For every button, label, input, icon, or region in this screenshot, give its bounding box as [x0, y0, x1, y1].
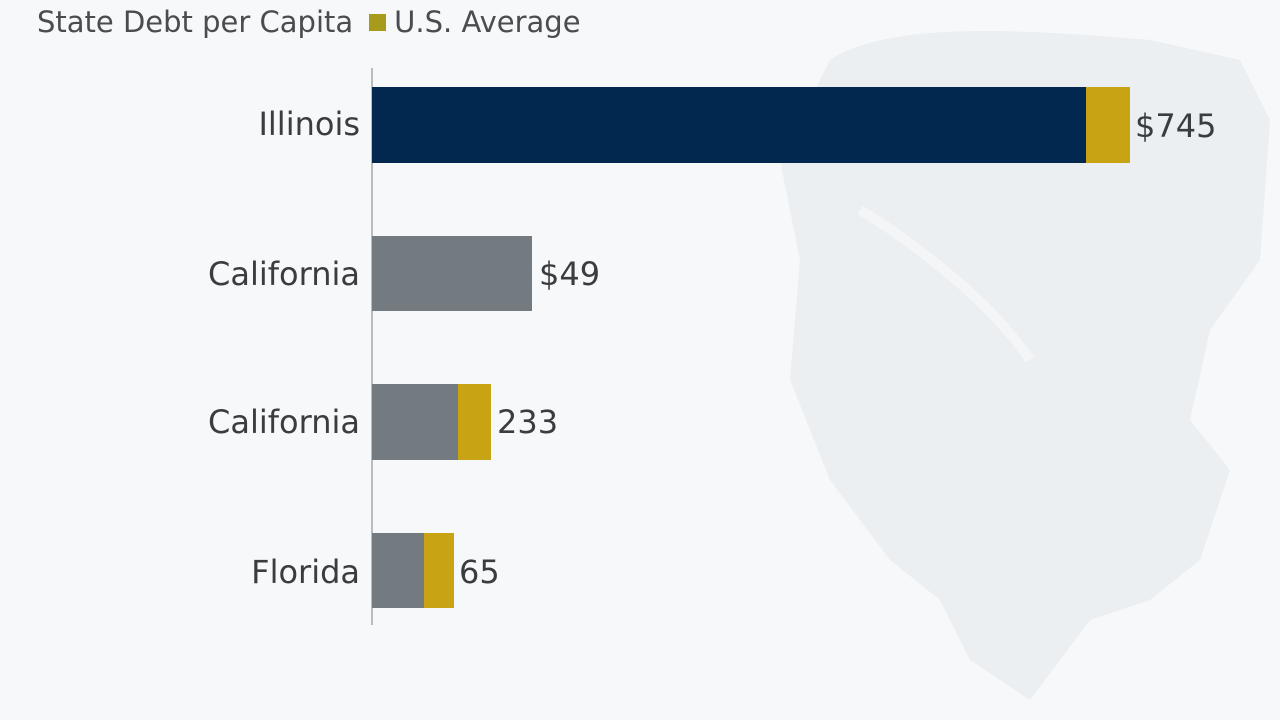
- legend-swatch-us-average: [369, 13, 387, 31]
- category-axis-line: [371, 68, 373, 625]
- bar-illinois-us-average: [1086, 87, 1130, 163]
- row-label-california-2: California: [208, 403, 360, 441]
- bar-california-2-state-debt: [372, 384, 458, 460]
- bar-florida-state-debt: [372, 533, 424, 608]
- legend-title: State Debt per Capita: [37, 5, 354, 39]
- chart-legend: State Debt per Capita U.S. Average: [37, 0, 581, 44]
- bar-illinois-state-debt: [372, 87, 1086, 163]
- value-label-florida: 65: [459, 553, 500, 591]
- bar-california-1-state-debt: [372, 236, 532, 311]
- legend-label-us-average: U.S. Average: [394, 5, 581, 39]
- row-label-california-1: California: [208, 255, 360, 293]
- bar-california-2-us-average: [458, 384, 491, 460]
- value-label-california-2: 233: [497, 403, 559, 441]
- value-label-illinois: $745: [1135, 107, 1217, 145]
- value-label-california-1: $49: [539, 255, 601, 293]
- row-label-florida: Florida: [251, 553, 360, 591]
- bar-florida-us-average: [424, 533, 454, 608]
- row-label-illinois: Illinois: [258, 105, 360, 143]
